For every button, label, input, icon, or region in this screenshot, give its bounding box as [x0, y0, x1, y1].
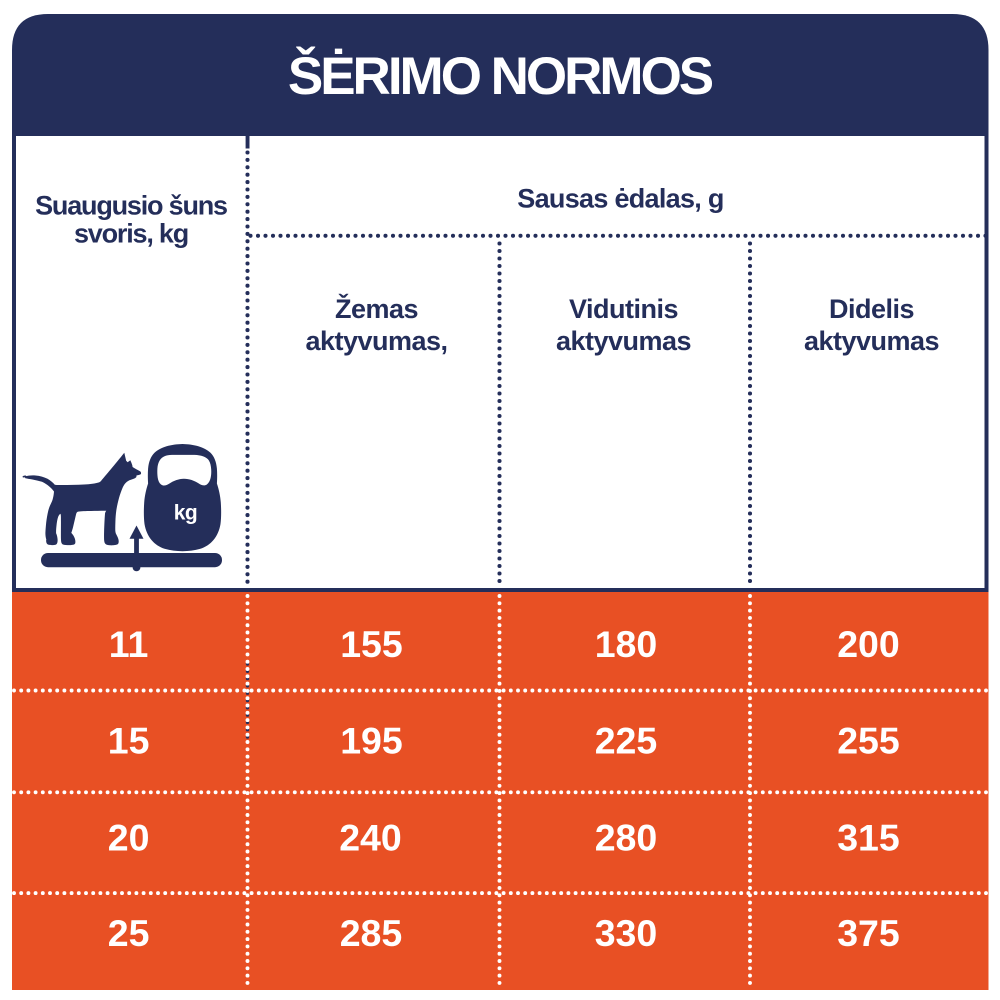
svg-text:aktyvumas,: aktyvumas, — [305, 326, 447, 356]
svg-text:285: 285 — [340, 912, 403, 954]
svg-text:aktyvumas: aktyvumas — [804, 326, 939, 356]
svg-text:11: 11 — [109, 623, 149, 665]
svg-text:240: 240 — [339, 816, 402, 858]
svg-text:Didelis: Didelis — [829, 294, 914, 324]
svg-text:25: 25 — [108, 912, 150, 954]
svg-text:330: 330 — [595, 912, 658, 954]
svg-text:155: 155 — [340, 623, 403, 665]
svg-text:200: 200 — [837, 623, 900, 665]
svg-text:Žemas: Žemas — [335, 293, 418, 324]
svg-text:255: 255 — [837, 720, 900, 762]
svg-text:Vidutinis: Vidutinis — [569, 294, 678, 324]
svg-text:15: 15 — [108, 720, 150, 762]
svg-text:Sausas ėdalas, g: Sausas ėdalas, g — [517, 184, 723, 214]
svg-text:375: 375 — [837, 912, 900, 954]
svg-text:Suaugusio šuns: Suaugusio šuns — [35, 191, 227, 221]
svg-text:195: 195 — [340, 720, 403, 762]
svg-text:20: 20 — [108, 816, 150, 858]
svg-text:180: 180 — [595, 623, 658, 665]
svg-text:svoris, kg: svoris, kg — [74, 219, 188, 249]
svg-text:ŠĖRIMO NORMOS: ŠĖRIMO NORMOS — [288, 45, 713, 106]
svg-text:280: 280 — [595, 816, 658, 858]
svg-text:225: 225 — [595, 720, 658, 762]
svg-text:aktyvumas: aktyvumas — [556, 326, 691, 356]
svg-text:kg: kg — [174, 501, 198, 524]
svg-text:315: 315 — [837, 816, 900, 858]
